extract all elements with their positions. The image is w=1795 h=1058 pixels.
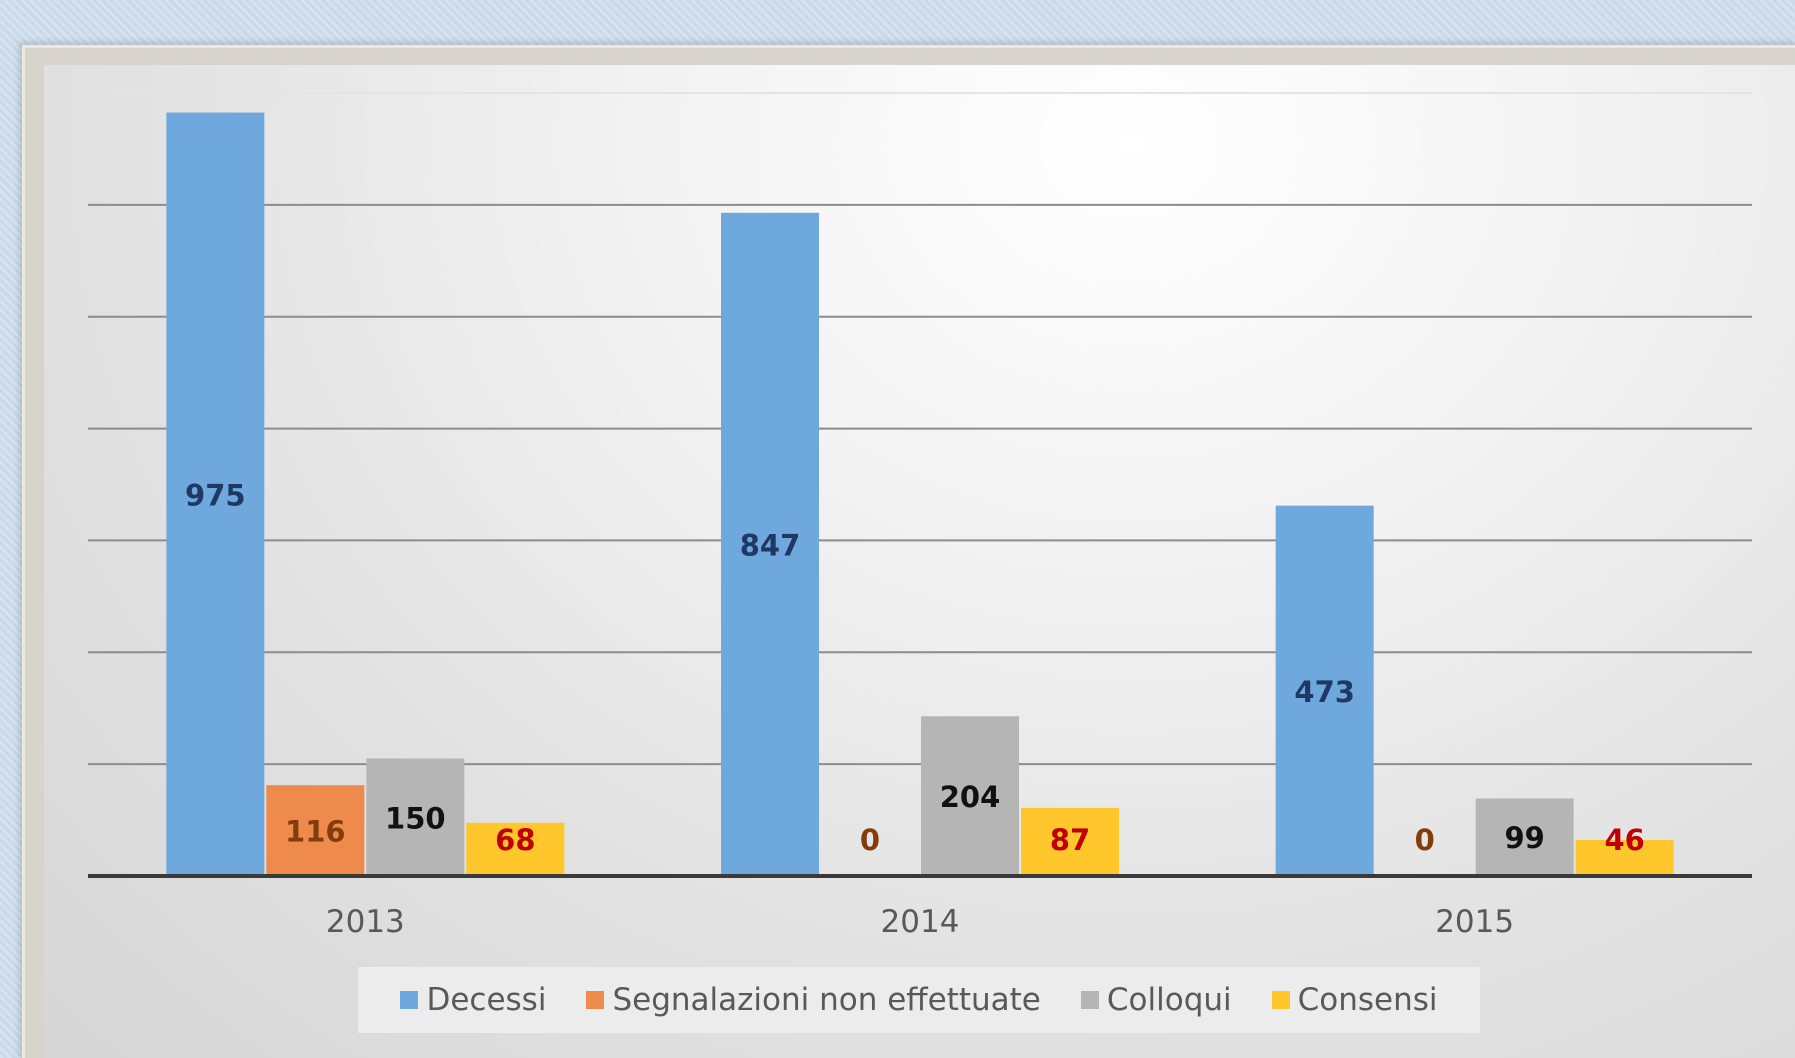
legend-label: Colloqui <box>1106 982 1232 1018</box>
bar <box>1575 839 1674 876</box>
data-label: 975 <box>185 478 246 512</box>
data-label: 0 <box>1415 823 1435 857</box>
data-label: 204 <box>940 780 1001 814</box>
data-label: 68 <box>495 823 535 857</box>
bar <box>1021 807 1119 876</box>
bar <box>921 716 1019 876</box>
data-label: 150 <box>385 801 446 835</box>
legend-background <box>358 967 1480 1033</box>
data-label: 847 <box>740 528 801 562</box>
chart-panel <box>44 65 1795 1058</box>
data-label: 116 <box>285 815 346 849</box>
legend-swatch <box>1080 991 1099 1009</box>
legend-label: Segnalazioni non effettuate <box>612 982 1041 1018</box>
data-label: 46 <box>1604 823 1644 857</box>
bar <box>166 112 265 876</box>
legend-item: Segnalazioni non effettuate <box>586 982 1041 1018</box>
legend-label: Consensi <box>1297 982 1438 1018</box>
data-label: 473 <box>1294 675 1355 709</box>
legend-label: Decessi <box>426 982 547 1018</box>
bar <box>1275 505 1374 876</box>
bar <box>366 758 465 876</box>
legend-swatch <box>586 991 605 1009</box>
legend-swatch <box>400 991 419 1009</box>
chart-legend: Decessi Segnalazioni non effettuate Colloq… <box>358 967 1480 1033</box>
legend-item: Colloqui <box>1080 982 1232 1018</box>
legend-swatch <box>1271 991 1290 1009</box>
data-label: 0 <box>860 823 880 857</box>
x-tick-label: 2013 <box>326 904 405 940</box>
data-label: 87 <box>1050 823 1090 857</box>
bar <box>466 822 565 876</box>
legend-item: Decessi <box>400 982 546 1018</box>
x-tick-label: 2014 <box>881 904 960 940</box>
data-label: 99 <box>1504 821 1544 855</box>
bar <box>266 785 365 876</box>
x-tick-label: 2015 <box>1435 904 1514 940</box>
legend-item: Consensi <box>1271 982 1438 1018</box>
bar <box>721 212 819 876</box>
bar <box>1475 798 1574 876</box>
